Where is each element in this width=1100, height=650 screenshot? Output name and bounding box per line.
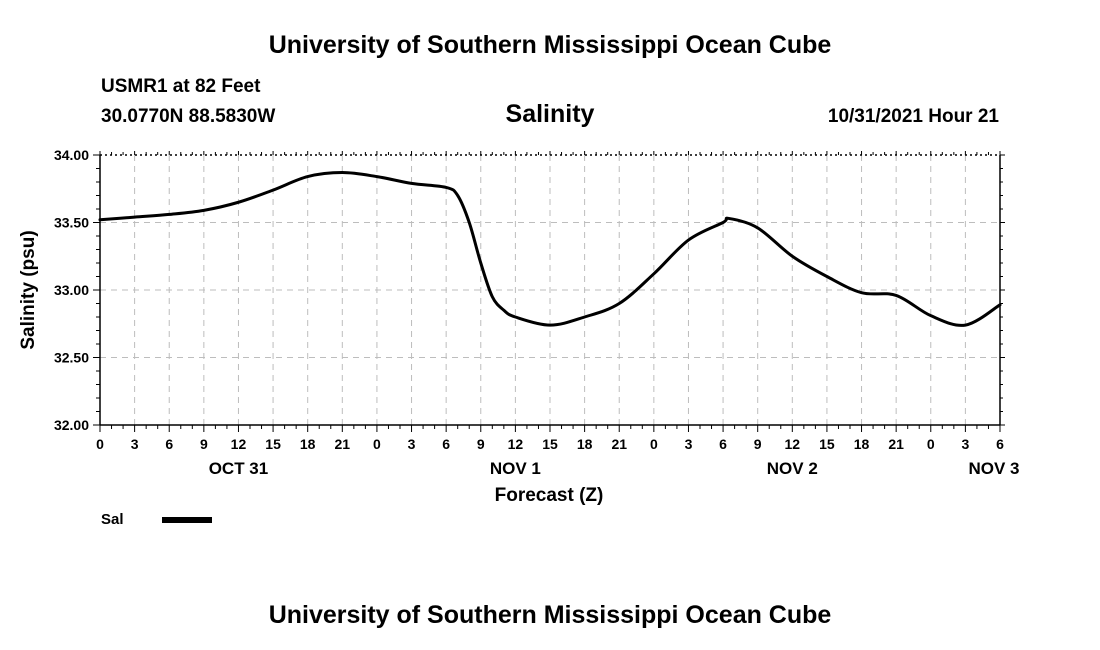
x-tick-label: 9 [477, 436, 485, 452]
x-tick-label: 15 [542, 436, 558, 452]
x-tick-label: 18 [300, 436, 316, 452]
x-tick-label: 3 [408, 436, 416, 452]
x-tick-label: 21 [335, 436, 351, 452]
y-tick-label: 33.00 [54, 282, 89, 298]
x-tick-label: 15 [819, 436, 835, 452]
x-tick-label: 9 [200, 436, 208, 452]
y-tick-label: 33.50 [54, 215, 89, 231]
x-tick-label: 3 [131, 436, 139, 452]
x-tick-label: 21 [888, 436, 904, 452]
x-tick-label: 3 [685, 436, 693, 452]
series-line-sal [98, 171, 1002, 327]
series-layer [98, 171, 1002, 327]
axes [93, 151, 1005, 432]
grid-lines [100, 155, 1000, 425]
x-tick-label: 18 [854, 436, 870, 452]
footer-title: University of Southern Mississippi Ocean… [268, 601, 832, 629]
station-label: USMR1 at 82 Feet [101, 76, 261, 97]
y-tick-label: 34.00 [54, 147, 89, 163]
y-tick-label: 32.00 [54, 417, 89, 433]
chart-title: Salinity [505, 100, 595, 128]
x-tick-label: 6 [996, 436, 1004, 452]
page-title: University of Southern Mississippi Ocean… [268, 31, 832, 59]
x-tick-label: 3 [961, 436, 969, 452]
station-coordinates: 30.0770N 88.5830W [101, 106, 276, 127]
x-tick-label: 21 [611, 436, 627, 452]
x-tick-label: 15 [265, 436, 281, 452]
legend-swatch-sal [162, 517, 212, 523]
x-tick-label: 12 [231, 436, 247, 452]
date-label: OCT 31 [209, 459, 269, 478]
tick-labels: 0 3 6 9 12 15 18 21 0 3 6 9 12 15 18 21 0 3 6 9 12 15 18 21 0 3 6 3… [18, 147, 1020, 506]
x-tick-label: 6 [165, 436, 173, 452]
date-label: NOV 2 [767, 459, 818, 478]
x-tick-label: 6 [719, 436, 727, 452]
legend-label-sal: Sal [101, 511, 124, 528]
x-axis-title: Forecast (Z) [495, 485, 604, 506]
y-axis-title: Salinity (psu) [18, 230, 39, 349]
x-tick-label: 0 [96, 436, 104, 452]
x-tick-label: 12 [785, 436, 801, 452]
date-label: NOV 3 [968, 459, 1019, 478]
y-tick-label: 32.50 [54, 350, 89, 366]
x-tick-label: 12 [508, 436, 524, 452]
x-tick-label: 18 [577, 436, 593, 452]
x-tick-label: 0 [927, 436, 935, 452]
x-tick-label: 0 [650, 436, 658, 452]
forecast-timestamp: 10/31/2021 Hour 21 [827, 106, 999, 127]
x-tick-label: 0 [373, 436, 381, 452]
x-tick-label: 6 [442, 436, 450, 452]
x-tick-label: 9 [754, 436, 762, 452]
date-label: NOV 1 [490, 459, 541, 478]
